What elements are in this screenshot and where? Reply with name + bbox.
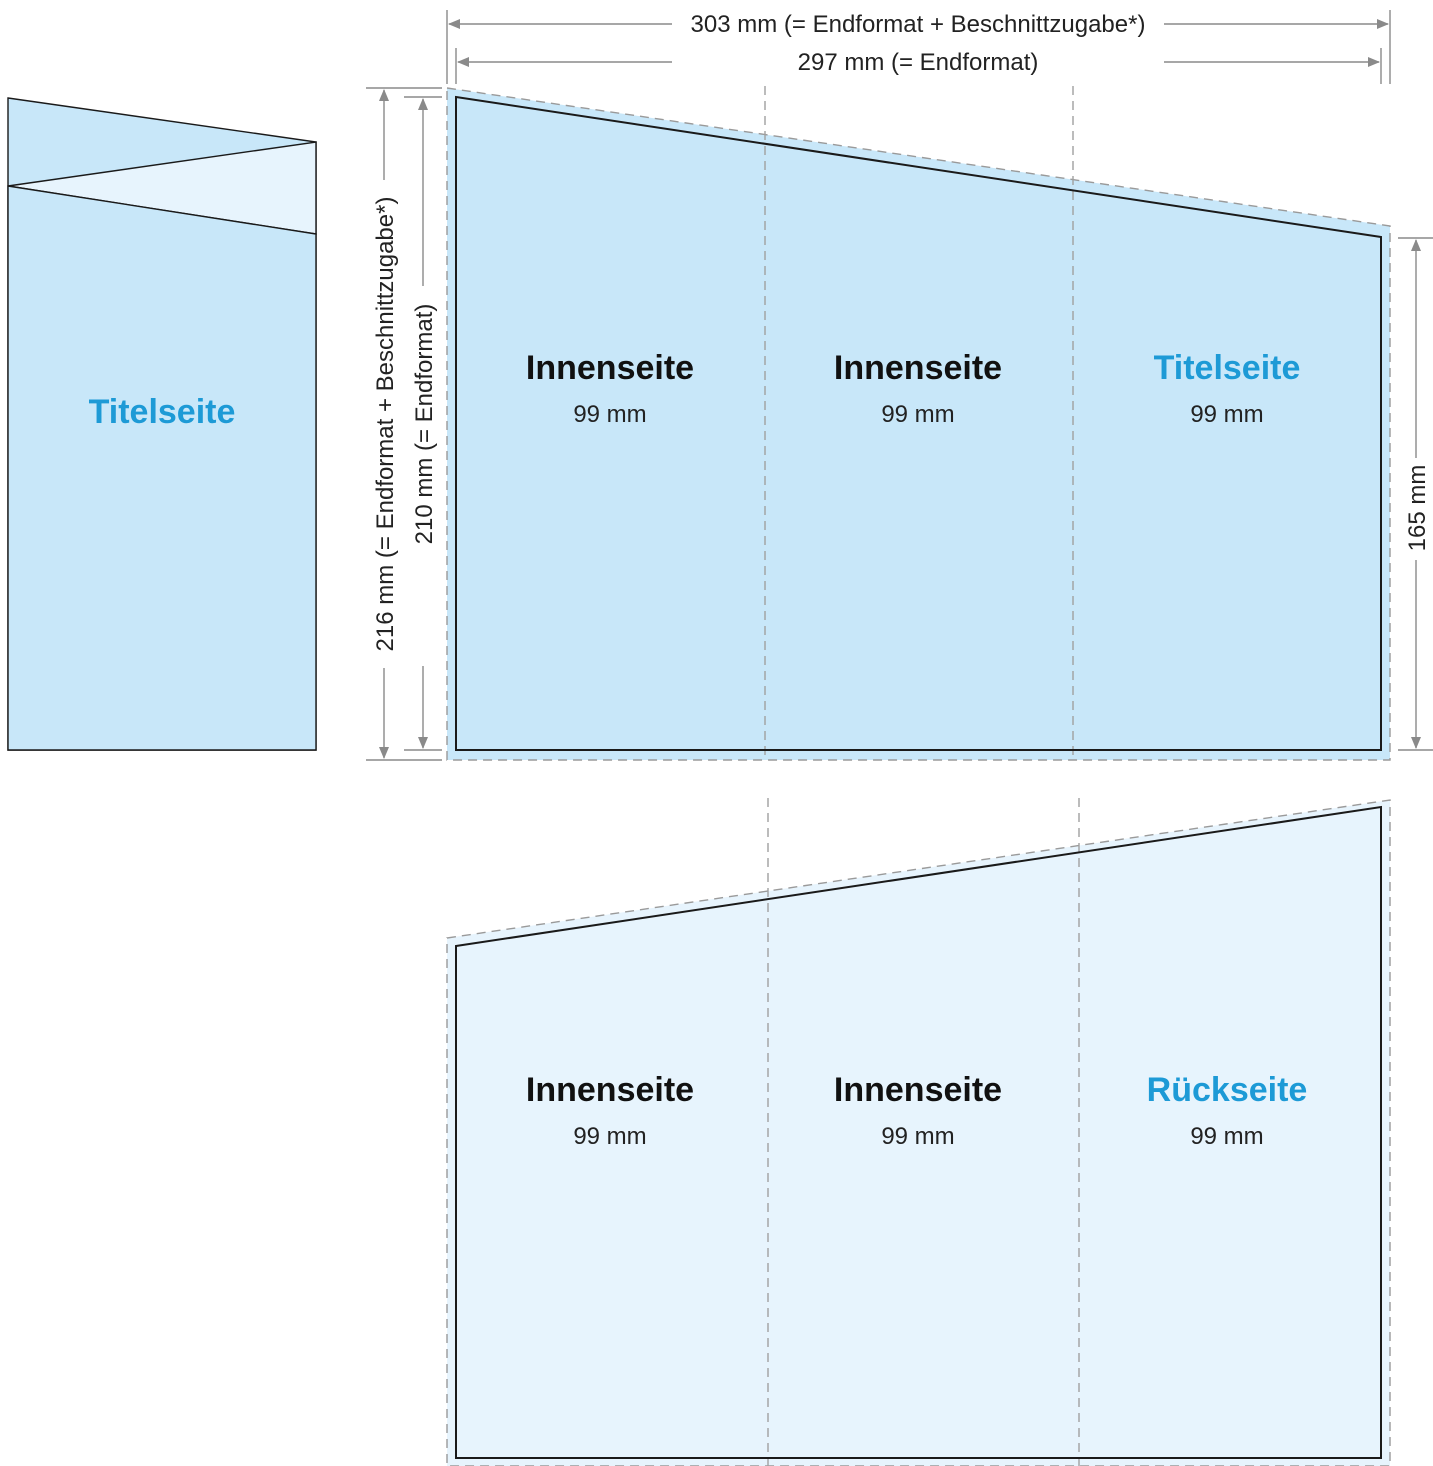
front-trim-line bbox=[455, 95, 1382, 751]
height-bleed-label: 216 mm (= Endformat + Beschnittzugabe*) bbox=[372, 197, 399, 652]
front-sheet: Innenseite 99 mm Innenseite 99 mm Titels… bbox=[446, 86, 1391, 761]
panel-title: Innenseite bbox=[834, 349, 1002, 387]
panel-title: Innenseite bbox=[526, 1071, 694, 1109]
panel-title: Innenseite bbox=[526, 349, 694, 387]
front-panel-1: Innenseite 99 mm bbox=[526, 349, 694, 428]
panel-width: 99 mm bbox=[573, 1123, 646, 1150]
back-bleed-line bbox=[446, 799, 1391, 1466]
back-trim-line bbox=[455, 805, 1382, 1459]
panel-title: Rückseite bbox=[1147, 1071, 1308, 1109]
height-dimension-right: 165 mm bbox=[1398, 237, 1433, 751]
front-bleed-area bbox=[447, 88, 1390, 760]
front-panel-3: Titelseite 99 mm bbox=[1154, 349, 1301, 428]
back-bleed-area bbox=[447, 800, 1390, 1466]
panel-width: 99 mm bbox=[881, 401, 954, 428]
back-panel-2: Innenseite 99 mm bbox=[834, 1071, 1002, 1150]
back-sheet: Innenseite 99 mm Innenseite 99 mm Rückse… bbox=[446, 798, 1391, 1466]
front-bleed-line bbox=[446, 87, 1391, 761]
back-panel-3: Rückseite 99 mm bbox=[1147, 1071, 1308, 1150]
height-dimensions-left: 216 mm (= Endformat + Beschnittzugabe*) … bbox=[366, 87, 442, 761]
width-final-label: 297 mm (= Endformat) bbox=[798, 49, 1039, 76]
preview-title: Titelseite bbox=[89, 393, 236, 431]
front-panel-2: Innenseite 99 mm bbox=[834, 349, 1002, 428]
preview-front-panel bbox=[7, 185, 317, 751]
height-right-label: 165 mm bbox=[1404, 465, 1431, 552]
panel-width: 99 mm bbox=[881, 1123, 954, 1150]
width-dimensions: 303 mm (= Endformat + Beschnittzugabe*) … bbox=[446, 10, 1391, 84]
panel-title: Titelseite bbox=[1154, 349, 1301, 387]
panel-width: 99 mm bbox=[1190, 1123, 1263, 1150]
panel-width: 99 mm bbox=[573, 401, 646, 428]
width-bleed-label: 303 mm (= Endformat + Beschnittzugabe*) bbox=[691, 11, 1146, 38]
panel-title: Innenseite bbox=[834, 1071, 1002, 1109]
folded-preview: Titelseite bbox=[7, 97, 317, 751]
back-panel-1: Innenseite 99 mm bbox=[526, 1071, 694, 1150]
panel-width: 99 mm bbox=[1190, 401, 1263, 428]
height-final-label: 210 mm (= Endformat) bbox=[411, 304, 438, 545]
